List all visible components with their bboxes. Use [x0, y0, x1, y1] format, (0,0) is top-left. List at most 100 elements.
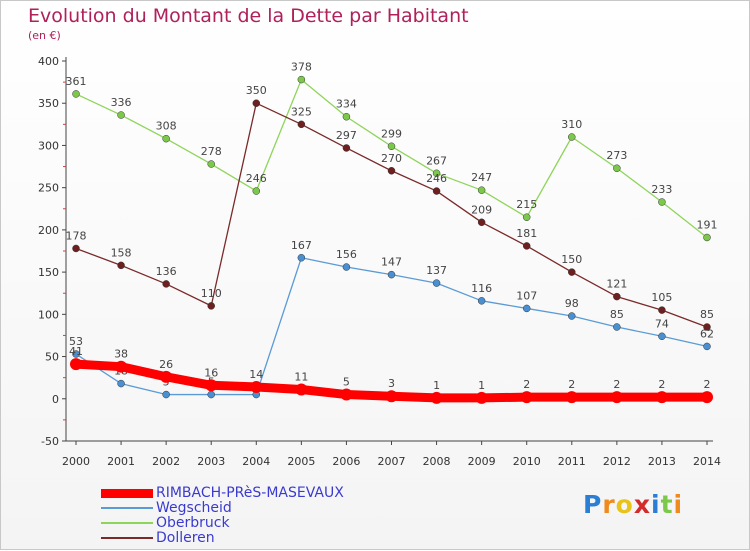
- data-label: 16: [204, 366, 218, 379]
- data-point: [477, 218, 486, 227]
- data-point: [162, 390, 170, 399]
- legend-label: Wegscheid: [156, 500, 232, 516]
- data-label: 5: [343, 376, 350, 389]
- data-point: [205, 379, 218, 392]
- data-label: 246: [246, 172, 267, 185]
- legend-swatch: [101, 507, 153, 509]
- data-label: 247: [471, 171, 492, 184]
- data-point: [342, 144, 351, 152]
- x-tick-label: 2004: [242, 455, 270, 468]
- data-label: 137: [426, 264, 447, 277]
- data-label: 116: [471, 282, 492, 295]
- data-label: 310: [561, 118, 582, 131]
- data-point: [568, 133, 576, 141]
- data-point: [252, 99, 261, 107]
- data-label: 136: [156, 265, 177, 278]
- legend-swatch: [101, 488, 153, 498]
- data-point: [297, 254, 306, 262]
- data-point: [72, 350, 80, 358]
- data-label: 74: [655, 317, 669, 330]
- data-point: [207, 160, 215, 168]
- data-label: 361: [66, 75, 87, 88]
- legend-swatch: [101, 537, 153, 539]
- data-point: [613, 323, 621, 331]
- legend-item: Oberbruck: [101, 515, 230, 531]
- data-label: 273: [606, 149, 627, 162]
- data-label: 325: [291, 105, 312, 118]
- data-point: [117, 111, 125, 119]
- y-tick-label: 350: [38, 97, 59, 110]
- data-point: [252, 187, 261, 195]
- data-point: [522, 242, 531, 250]
- data-label: 191: [697, 218, 718, 231]
- data-label: 85: [700, 308, 714, 321]
- data-label: 246: [426, 172, 447, 185]
- data-label: 215: [516, 198, 537, 211]
- logo-letter: i: [651, 490, 661, 519]
- x-tick-label: 2010: [513, 455, 541, 468]
- data-point: [475, 391, 488, 404]
- data-label: 2: [568, 378, 575, 391]
- data-label: 38: [114, 348, 128, 361]
- data-label: 150: [561, 253, 582, 266]
- data-point: [522, 304, 531, 313]
- data-point: [387, 167, 396, 175]
- data-point: [658, 332, 666, 341]
- data-label: 147: [381, 256, 402, 269]
- legend-item: Dolleren: [101, 530, 215, 546]
- data-point: [703, 323, 711, 331]
- data-label: 267: [426, 154, 447, 167]
- data-point: [568, 312, 576, 320]
- data-point: [160, 370, 173, 383]
- data-point: [387, 142, 396, 151]
- data-point: [115, 360, 128, 373]
- logo-letter: x: [633, 490, 651, 519]
- legend-item: RIMBACH-PRèS-MASEVAUX: [101, 485, 344, 501]
- logo-letter: o: [615, 490, 634, 519]
- data-point: [297, 75, 306, 84]
- data-point: [658, 198, 666, 206]
- y-tick-label: 150: [38, 266, 59, 279]
- data-point: [162, 134, 170, 143]
- data-point: [117, 261, 125, 270]
- data-label: 233: [651, 183, 672, 196]
- data-point: [430, 391, 443, 404]
- data-point: [522, 213, 531, 221]
- data-point: [207, 302, 215, 310]
- data-point: [250, 380, 263, 393]
- data-label: 1: [478, 379, 485, 392]
- data-label: 297: [336, 129, 357, 142]
- data-label: 14: [249, 368, 263, 381]
- data-label: 53: [69, 335, 83, 348]
- data-point: [432, 169, 441, 178]
- data-point: [342, 263, 351, 271]
- x-tick-label: 2005: [287, 455, 315, 468]
- y-tick-label: 50: [45, 351, 59, 364]
- data-point: [385, 390, 398, 403]
- data-point: [342, 112, 351, 121]
- data-point: [520, 391, 533, 404]
- data-label: 270: [381, 152, 402, 165]
- data-label: 167: [291, 239, 312, 252]
- y-tick-label: 300: [38, 139, 59, 152]
- data-label: 41: [69, 345, 83, 358]
- y-tick-label: -50: [41, 435, 59, 448]
- x-tick-label: 2007: [378, 455, 406, 468]
- y-tick-label: 400: [38, 55, 59, 68]
- logo-letter: t: [660, 490, 674, 519]
- data-label: 378: [291, 61, 312, 74]
- data-label: 158: [111, 246, 132, 259]
- data-label: 3: [388, 377, 395, 390]
- x-tick-label: 2009: [468, 455, 496, 468]
- data-label: 334: [336, 98, 357, 111]
- logo-letter: i: [673, 490, 684, 519]
- data-label: 181: [516, 227, 537, 240]
- data-label: 105: [651, 291, 672, 304]
- data-point: [72, 244, 80, 253]
- data-point: [295, 383, 308, 396]
- x-tick-label: 2012: [603, 455, 631, 468]
- data-point: [70, 358, 82, 371]
- proxiti-logo: Proxiti: [583, 490, 683, 519]
- x-tick-label: 2014: [693, 455, 721, 468]
- data-point: [477, 186, 486, 194]
